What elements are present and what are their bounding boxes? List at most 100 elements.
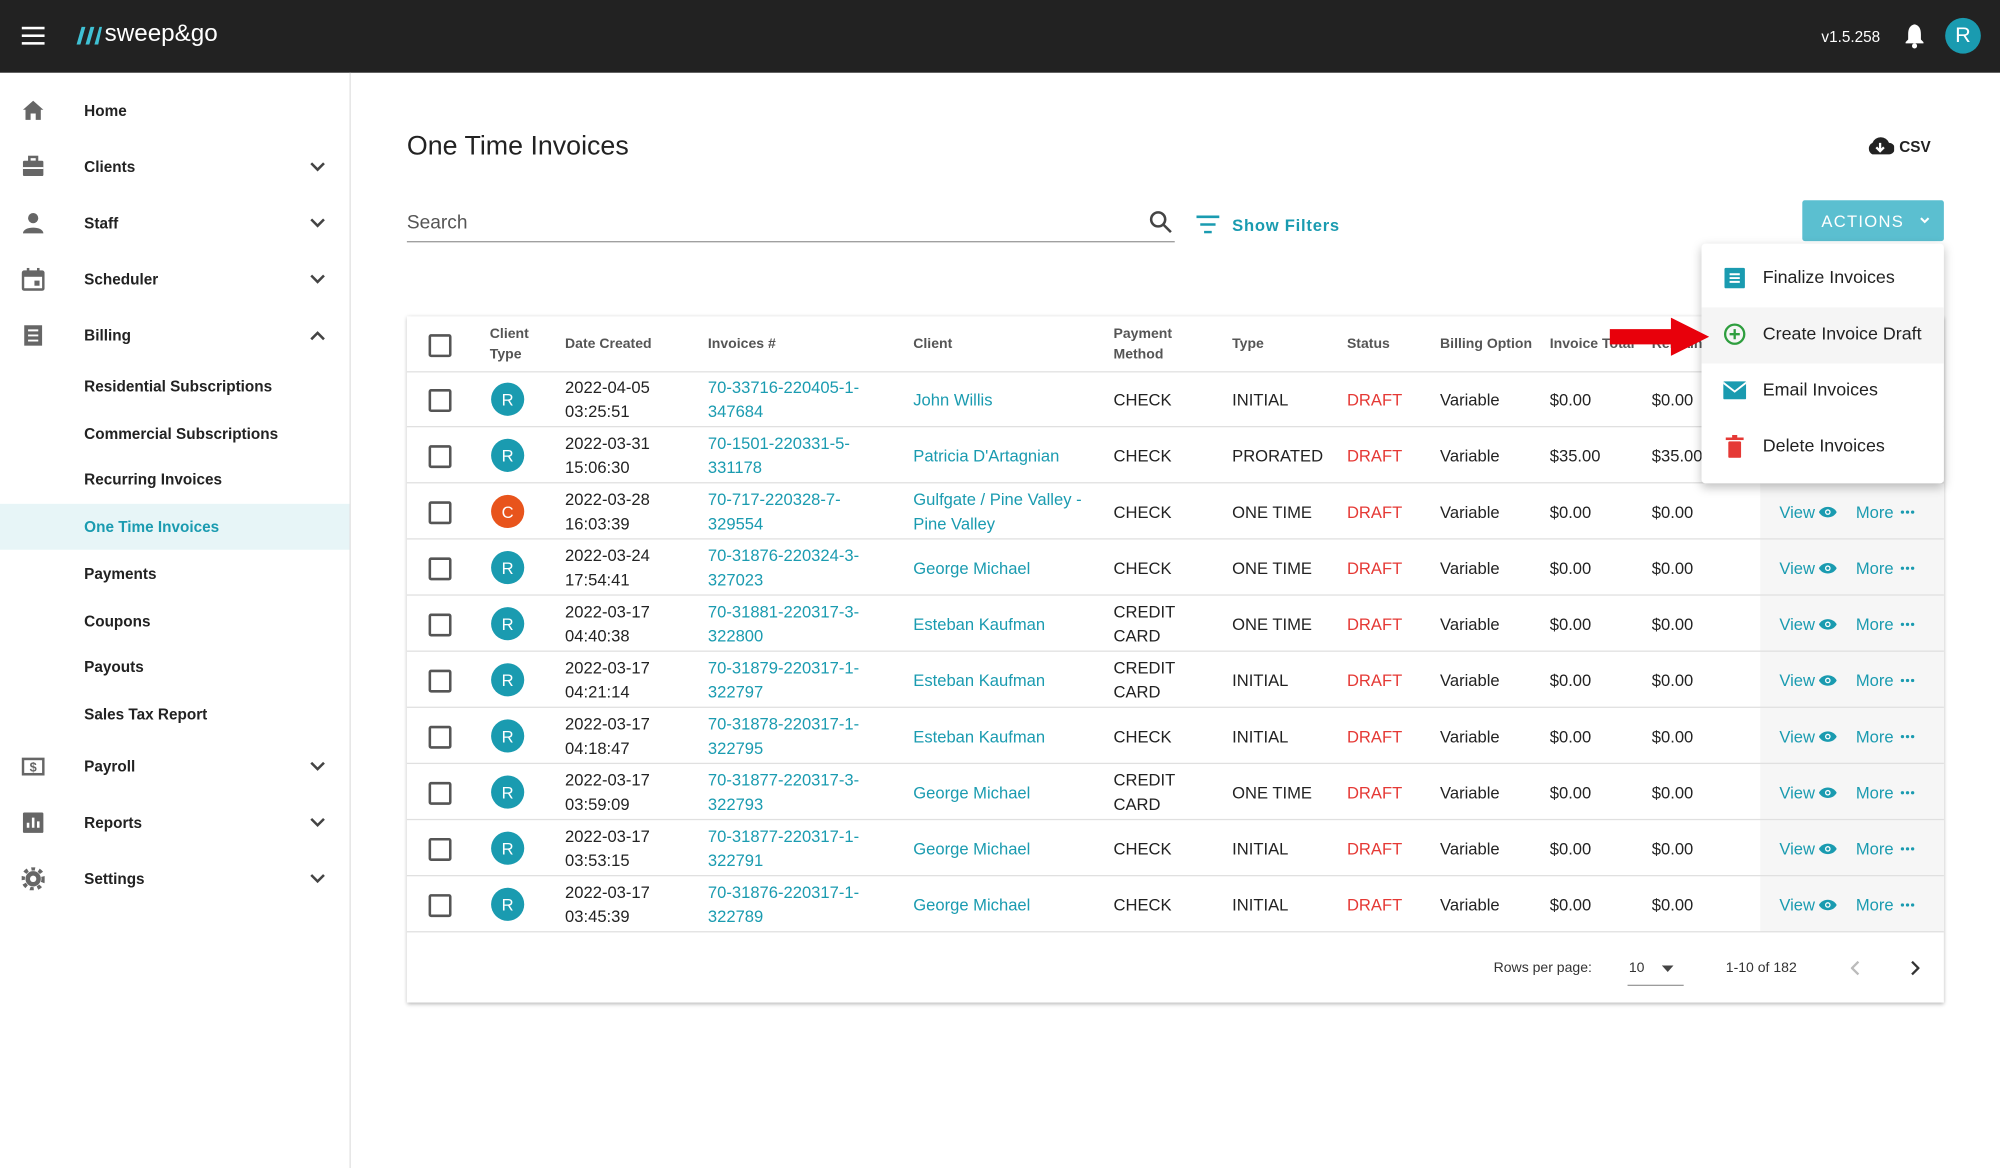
payment-method: CREDIT CARD: [1113, 602, 1175, 646]
nav-item[interactable]: Payroll: [84, 757, 136, 775]
rows-per-page-select[interactable]: 10: [1628, 960, 1645, 976]
row-divider: [406, 594, 1944, 596]
show-filters[interactable]: Show Filters: [1232, 215, 1340, 235]
nav-item[interactable]: Reports: [84, 813, 143, 832]
nav-item[interactable]: Scheduler: [84, 270, 159, 289]
invoice-number[interactable]: 70-31877-220317-1-322791: [707, 826, 860, 870]
payment-method: CHECK: [1113, 726, 1172, 746]
nav-subitem[interactable]: Sales Tax Report: [84, 705, 208, 724]
client-name[interactable]: Esteban Kaufman: [913, 670, 1046, 690]
nav-subitem[interactable]: Commercial Subscriptions: [84, 424, 279, 443]
checkbox[interactable]: [428, 669, 452, 693]
checkbox[interactable]: [428, 894, 452, 918]
invoice-number[interactable]: 70-31878-220317-1-322795: [707, 714, 860, 758]
client-name[interactable]: George Michael: [913, 558, 1031, 578]
client-name[interactable]: John Willis: [913, 389, 993, 409]
menu-item[interactable]: Finalize Invoices: [1762, 266, 1895, 287]
client-name[interactable]: Gulfgate / Pine Valley - Pine Valley: [913, 489, 1082, 534]
view-link[interactable]: View: [1779, 558, 1815, 578]
view-link[interactable]: View: [1779, 614, 1815, 634]
menu-item[interactable]: Email Invoices: [1762, 378, 1878, 400]
column-header: Invoices #: [707, 336, 776, 353]
csv-button[interactable]: CSV: [1899, 137, 1931, 156]
invoice-total: $0.00: [1549, 838, 1592, 858]
more-link[interactable]: More: [1855, 501, 1894, 522]
nav-chevron: [310, 331, 325, 341]
eye-icon: [1818, 787, 1837, 798]
nav-item[interactable]: Billing: [84, 326, 131, 345]
nav-item[interactable]: Staff: [84, 214, 119, 233]
search-input[interactable]: Search: [406, 211, 468, 234]
nav-item[interactable]: Clients: [84, 158, 136, 177]
billing-option: Variable: [1440, 670, 1500, 690]
nav-subitem[interactable]: Coupons: [84, 611, 151, 630]
nav-subitem[interactable]: Payments: [84, 564, 157, 583]
invoice-number[interactable]: 70-1501-220331-5-331178: [707, 433, 850, 478]
invoice-number[interactable]: 70-31881-220317-3-322800: [707, 602, 860, 646]
search-icon[interactable]: [1149, 210, 1172, 234]
view-link[interactable]: View: [1779, 726, 1815, 746]
view-link[interactable]: View: [1779, 894, 1815, 914]
more-link[interactable]: More: [1855, 614, 1894, 634]
checkbox[interactable]: [428, 334, 452, 358]
menu-item[interactable]: Delete Invoices: [1762, 434, 1885, 456]
invoice-number[interactable]: 70-31876-220324-3-327023: [707, 545, 860, 590]
view-link[interactable]: View: [1779, 670, 1815, 690]
more-link[interactable]: More: [1855, 894, 1894, 914]
date-created: 2022-03-28 16:03:39: [565, 489, 650, 534]
invoice-number[interactable]: 70-717-220328-7-329554: [707, 489, 841, 534]
checkbox[interactable]: [428, 838, 452, 861]
actions-button[interactable]: ACTIONS: [1802, 200, 1944, 242]
menu-icon: [1724, 267, 1745, 289]
version: v1.5.258: [1821, 28, 1881, 46]
user-avatar[interactable]: R: [1945, 17, 1981, 54]
more-link[interactable]: More: [1855, 670, 1894, 690]
checkbox[interactable]: [428, 389, 452, 412]
client-name[interactable]: Esteban Kaufman: [913, 614, 1046, 634]
billing-option: Variable: [1440, 614, 1500, 634]
svg-text:$: $: [30, 759, 37, 774]
nav-subitem[interactable]: Payouts: [84, 658, 144, 677]
nav-item[interactable]: Settings: [84, 869, 145, 888]
more-link[interactable]: More: [1855, 782, 1894, 802]
more-icon: [1900, 734, 1915, 739]
view-link[interactable]: View: [1779, 838, 1815, 858]
checkbox[interactable]: [428, 445, 452, 469]
checkbox[interactable]: [428, 613, 452, 637]
invoice-number[interactable]: 70-31879-220317-1-322797: [707, 658, 860, 702]
client-name[interactable]: Patricia D'Artagnian: [913, 445, 1060, 465]
invoice-number[interactable]: 70-31877-220317-3-322793: [707, 770, 860, 814]
client-name[interactable]: Esteban Kaufman: [913, 726, 1046, 746]
invoice-number[interactable]: 70-31876-220317-1-322789: [707, 882, 860, 927]
more-link[interactable]: More: [1855, 558, 1894, 578]
menu-item[interactable]: Create Invoice Draft: [1762, 322, 1922, 344]
client-name[interactable]: George Michael: [913, 894, 1031, 914]
more-icon: [1900, 791, 1915, 795]
status: DRAFT: [1346, 670, 1403, 690]
invoice-number[interactable]: 70-33716-220405-1-347684: [707, 377, 860, 421]
eye-icon: [1818, 562, 1837, 574]
checkbox[interactable]: [428, 725, 452, 749]
checkbox[interactable]: [428, 501, 452, 525]
client-name[interactable]: George Michael: [913, 838, 1031, 858]
more-link[interactable]: More: [1855, 838, 1894, 858]
view-link[interactable]: View: [1779, 782, 1815, 802]
client-name[interactable]: George Michael: [913, 782, 1031, 802]
checkbox[interactable]: [428, 781, 452, 805]
nav-subitem[interactable]: Residential Subscriptions: [84, 377, 273, 396]
eye-icon: [1818, 506, 1837, 518]
nav-subitem[interactable]: One Time Invoices: [84, 517, 220, 536]
nav-item[interactable]: Home: [84, 102, 127, 120]
more-link[interactable]: More: [1855, 726, 1894, 746]
notifications[interactable]: [1904, 24, 1924, 49]
more-icon: [1900, 510, 1915, 514]
row-divider: [406, 762, 1944, 765]
menu-button[interactable]: [21, 26, 45, 46]
nav-chevron: [310, 162, 325, 172]
menu-icon: [1723, 323, 1746, 345]
view-link[interactable]: View: [1779, 501, 1815, 522]
checkbox[interactable]: [428, 557, 452, 581]
nav-subitem[interactable]: Recurring Invoices: [84, 471, 222, 490]
row-divider: [406, 650, 1944, 652]
billing-option: Variable: [1440, 726, 1500, 746]
